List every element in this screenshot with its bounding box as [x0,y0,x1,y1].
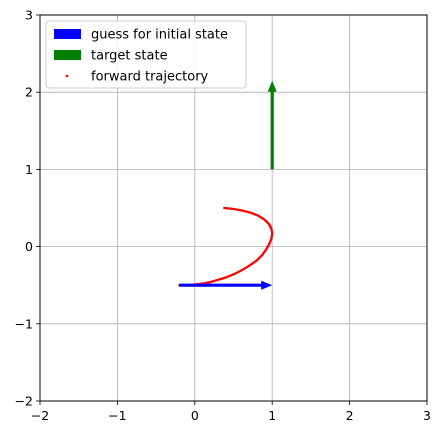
y-tick-label: 1 [25,162,33,177]
legend-label: target state [91,49,168,64]
legend-swatch-initial [54,29,81,39]
trajectory-point [223,206,226,210]
x-tick-label: 1 [268,408,276,423]
plot-frame [39,14,428,402]
x-tick-label: 3 [423,408,431,423]
y-tick-label: 2 [25,85,33,100]
y-tick-label: 3 [25,8,33,23]
legend-swatch-target [54,50,81,60]
legend: guess for initial state target state forwa… [45,20,247,89]
x-tick-label: 2 [346,408,354,423]
legend-swatch-trajectory [65,74,69,78]
legend-label: forward trajectory [91,70,209,85]
y-tick-label: −2 [15,394,33,409]
x-tick-label: −2 [31,408,49,423]
initial-state-arrow [179,280,273,290]
target-state-arrow [267,80,277,170]
y-tick-label: −1 [15,316,33,331]
legend-box [45,20,247,89]
x-tick-label: 0 [191,408,199,423]
plot-data [178,80,277,290]
axis-ticks: −2 −1 0 1 2 3 −2 −1 0 1 2 3 [15,8,431,424]
legend-label: guess for initial state [91,28,228,43]
y-tick-label: 0 [25,239,33,254]
x-tick-label: −1 [108,408,126,423]
